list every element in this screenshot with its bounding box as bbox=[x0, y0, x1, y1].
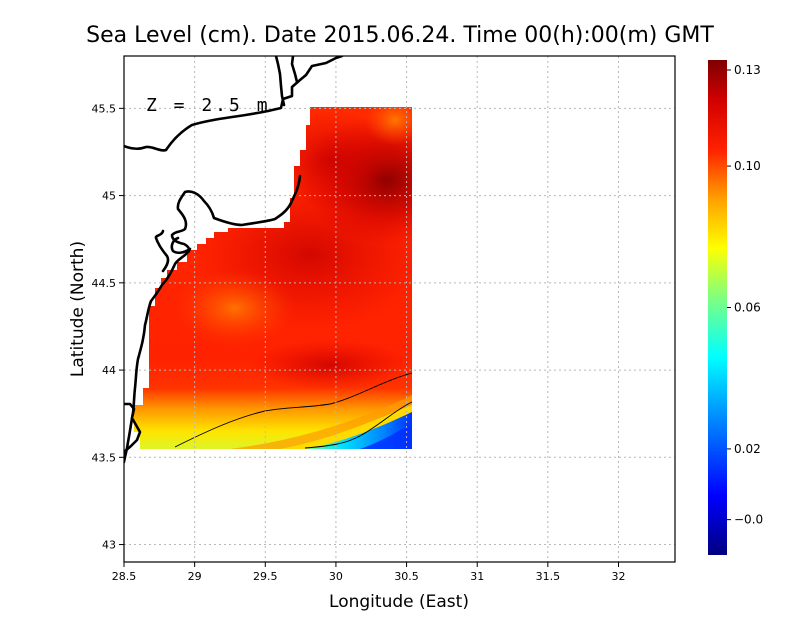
contour-line bbox=[304, 401, 413, 449]
grid-lines bbox=[124, 56, 675, 562]
colorbar-ticks: 0.13 0.10 0.06 0.02 −0.0 bbox=[727, 63, 763, 527]
colorbar-tick-label: −0.0 bbox=[734, 513, 763, 527]
y-tick-label: 44 bbox=[102, 364, 116, 377]
x-tick-label: 32 bbox=[611, 570, 625, 583]
x-tick-label: 31.5 bbox=[536, 570, 561, 583]
colorbar-tick-label: 0.02 bbox=[734, 442, 761, 456]
colorbar-tick-label: 0.06 bbox=[734, 301, 761, 315]
y-tick-label: 43 bbox=[102, 539, 116, 552]
y-tick-label: 45.5 bbox=[92, 102, 117, 115]
x-axis-label: Longitude (East) bbox=[329, 592, 469, 612]
x-tick-label: 28.5 bbox=[112, 570, 137, 583]
plot-frame bbox=[123, 55, 676, 563]
colorbar-tick-label: 0.10 bbox=[734, 159, 761, 173]
x-tick-label: 30 bbox=[329, 570, 343, 583]
colorbar-tick-label: 0.13 bbox=[734, 63, 761, 77]
coastline bbox=[124, 56, 344, 464]
x-tick-label: 31 bbox=[470, 570, 484, 583]
y-tick-label: 43.5 bbox=[92, 451, 117, 464]
y-axis-label: Latitude (North) bbox=[68, 241, 88, 377]
depth-annotation: Z = 2.5 m bbox=[146, 95, 271, 116]
y-axis-ticks: 43 43.5 44 44.5 45 45.5 bbox=[92, 102, 124, 552]
x-axis-ticks: 28.5 29 29.5 30 30.5 31 31.5 32 bbox=[112, 562, 625, 583]
contour-line bbox=[174, 372, 413, 448]
colorbar bbox=[708, 60, 727, 555]
y-tick-label: 44.5 bbox=[92, 277, 117, 290]
x-tick-label: 30.5 bbox=[394, 570, 419, 583]
chart-title: Sea Level (cm). Date 2015.06.24. Time 00… bbox=[86, 23, 714, 48]
y-tick-label: 45 bbox=[102, 190, 116, 203]
x-tick-label: 29.5 bbox=[253, 570, 278, 583]
x-tick-label: 29 bbox=[188, 570, 202, 583]
